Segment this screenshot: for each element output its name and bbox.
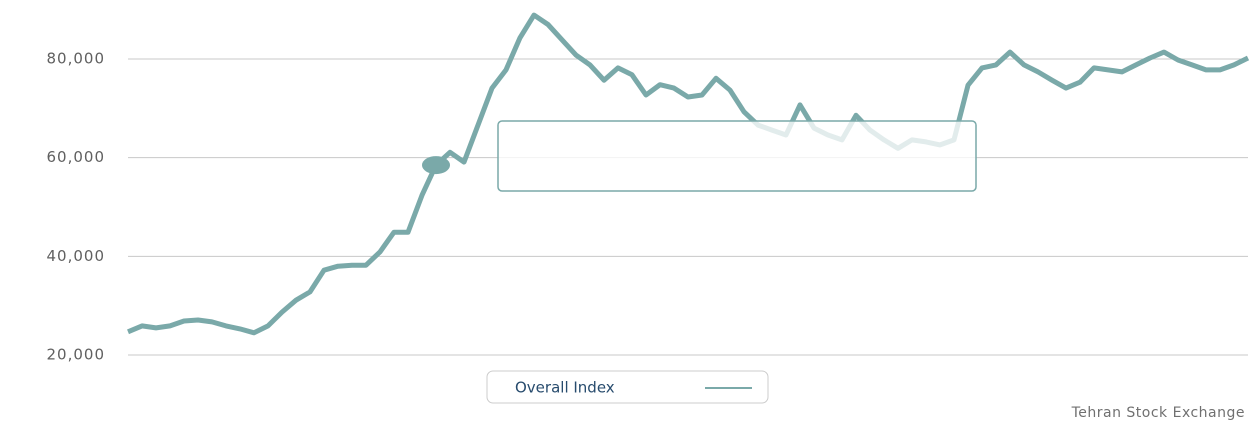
plot — [127, 12, 1250, 356]
credits: Tehran Stock Exchange — [1071, 405, 1245, 421]
tooltip — [497, 120, 977, 192]
y-tick-label: 60,000 — [47, 148, 106, 166]
y-tick-label: 40,000 — [47, 247, 106, 265]
legend-label[interactable]: Overall Index — [515, 379, 615, 397]
series-line — [127, 12, 1250, 336]
y-tick-label: 80,000 — [47, 50, 106, 68]
y-tick-label: 20,000 — [47, 346, 106, 364]
hover-marker — [422, 156, 450, 175]
legend-box — [486, 370, 769, 404]
